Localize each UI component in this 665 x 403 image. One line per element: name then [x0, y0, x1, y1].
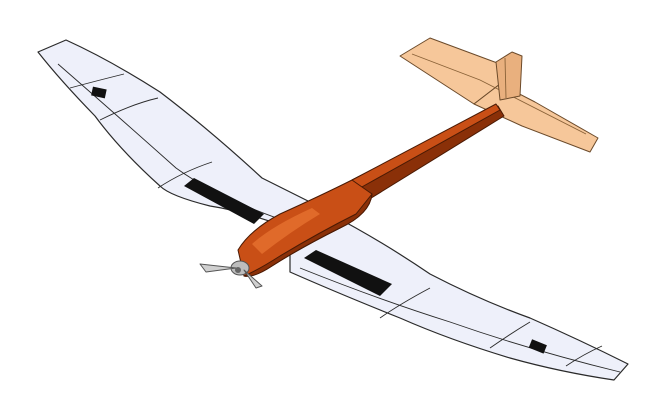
fuselage: [237, 103, 505, 277]
right-wing-joint-2: [489, 321, 531, 349]
propeller-assembly: [199, 260, 263, 289]
tail-boom-top: [351, 103, 501, 189]
fuselage-pod-underside: [243, 193, 373, 277]
right-wing-joint-1: [379, 287, 431, 319]
right-wingtip-servo-hatch: [528, 339, 547, 354]
right-wing-trailing-edge-line: [299, 267, 621, 373]
left-aileron-servo-hatch: [184, 178, 264, 224]
left-wing-panel: [37, 39, 331, 237]
right-wing: [289, 213, 629, 381]
right-wing-panel: [289, 213, 629, 381]
left-wing: [37, 39, 331, 237]
fin-edge: [504, 57, 507, 99]
horizontal-stabilizer: [399, 37, 599, 153]
prop-hub: [235, 267, 241, 273]
left-wingtip-servo-hatch: [91, 86, 107, 99]
right-aileron-servo-hatch: [304, 250, 392, 296]
propeller-blade-lower: [243, 269, 263, 289]
stabilizer-left-half: [399, 37, 501, 105]
right-wing-joint-3: [565, 345, 603, 367]
left-wing-joint-2: [99, 97, 159, 121]
vertical-fin: [495, 51, 523, 101]
elevator-hinge-line: [411, 53, 587, 135]
fuselage-pod-highlight: [252, 208, 320, 254]
left-wing-joint-1: [69, 73, 125, 89]
propeller-blade-upper: [199, 263, 237, 273]
